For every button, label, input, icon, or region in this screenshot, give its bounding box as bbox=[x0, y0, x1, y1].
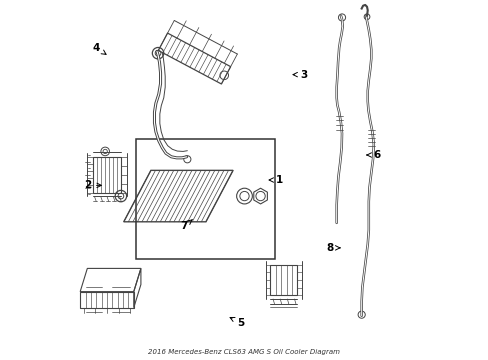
Text: 5: 5 bbox=[230, 318, 244, 328]
Text: 3: 3 bbox=[292, 69, 306, 80]
Bar bbox=[135, 139, 274, 258]
Text: 2016 Mercedes-Benz CLS63 AMG S Oil Cooler Diagram: 2016 Mercedes-Benz CLS63 AMG S Oil Coole… bbox=[148, 349, 340, 355]
Text: 1: 1 bbox=[268, 175, 283, 185]
Text: 6: 6 bbox=[366, 150, 380, 160]
Text: 4: 4 bbox=[92, 43, 106, 54]
Text: 2: 2 bbox=[83, 180, 101, 190]
Text: 8: 8 bbox=[326, 243, 339, 253]
Text: 7: 7 bbox=[180, 220, 192, 231]
